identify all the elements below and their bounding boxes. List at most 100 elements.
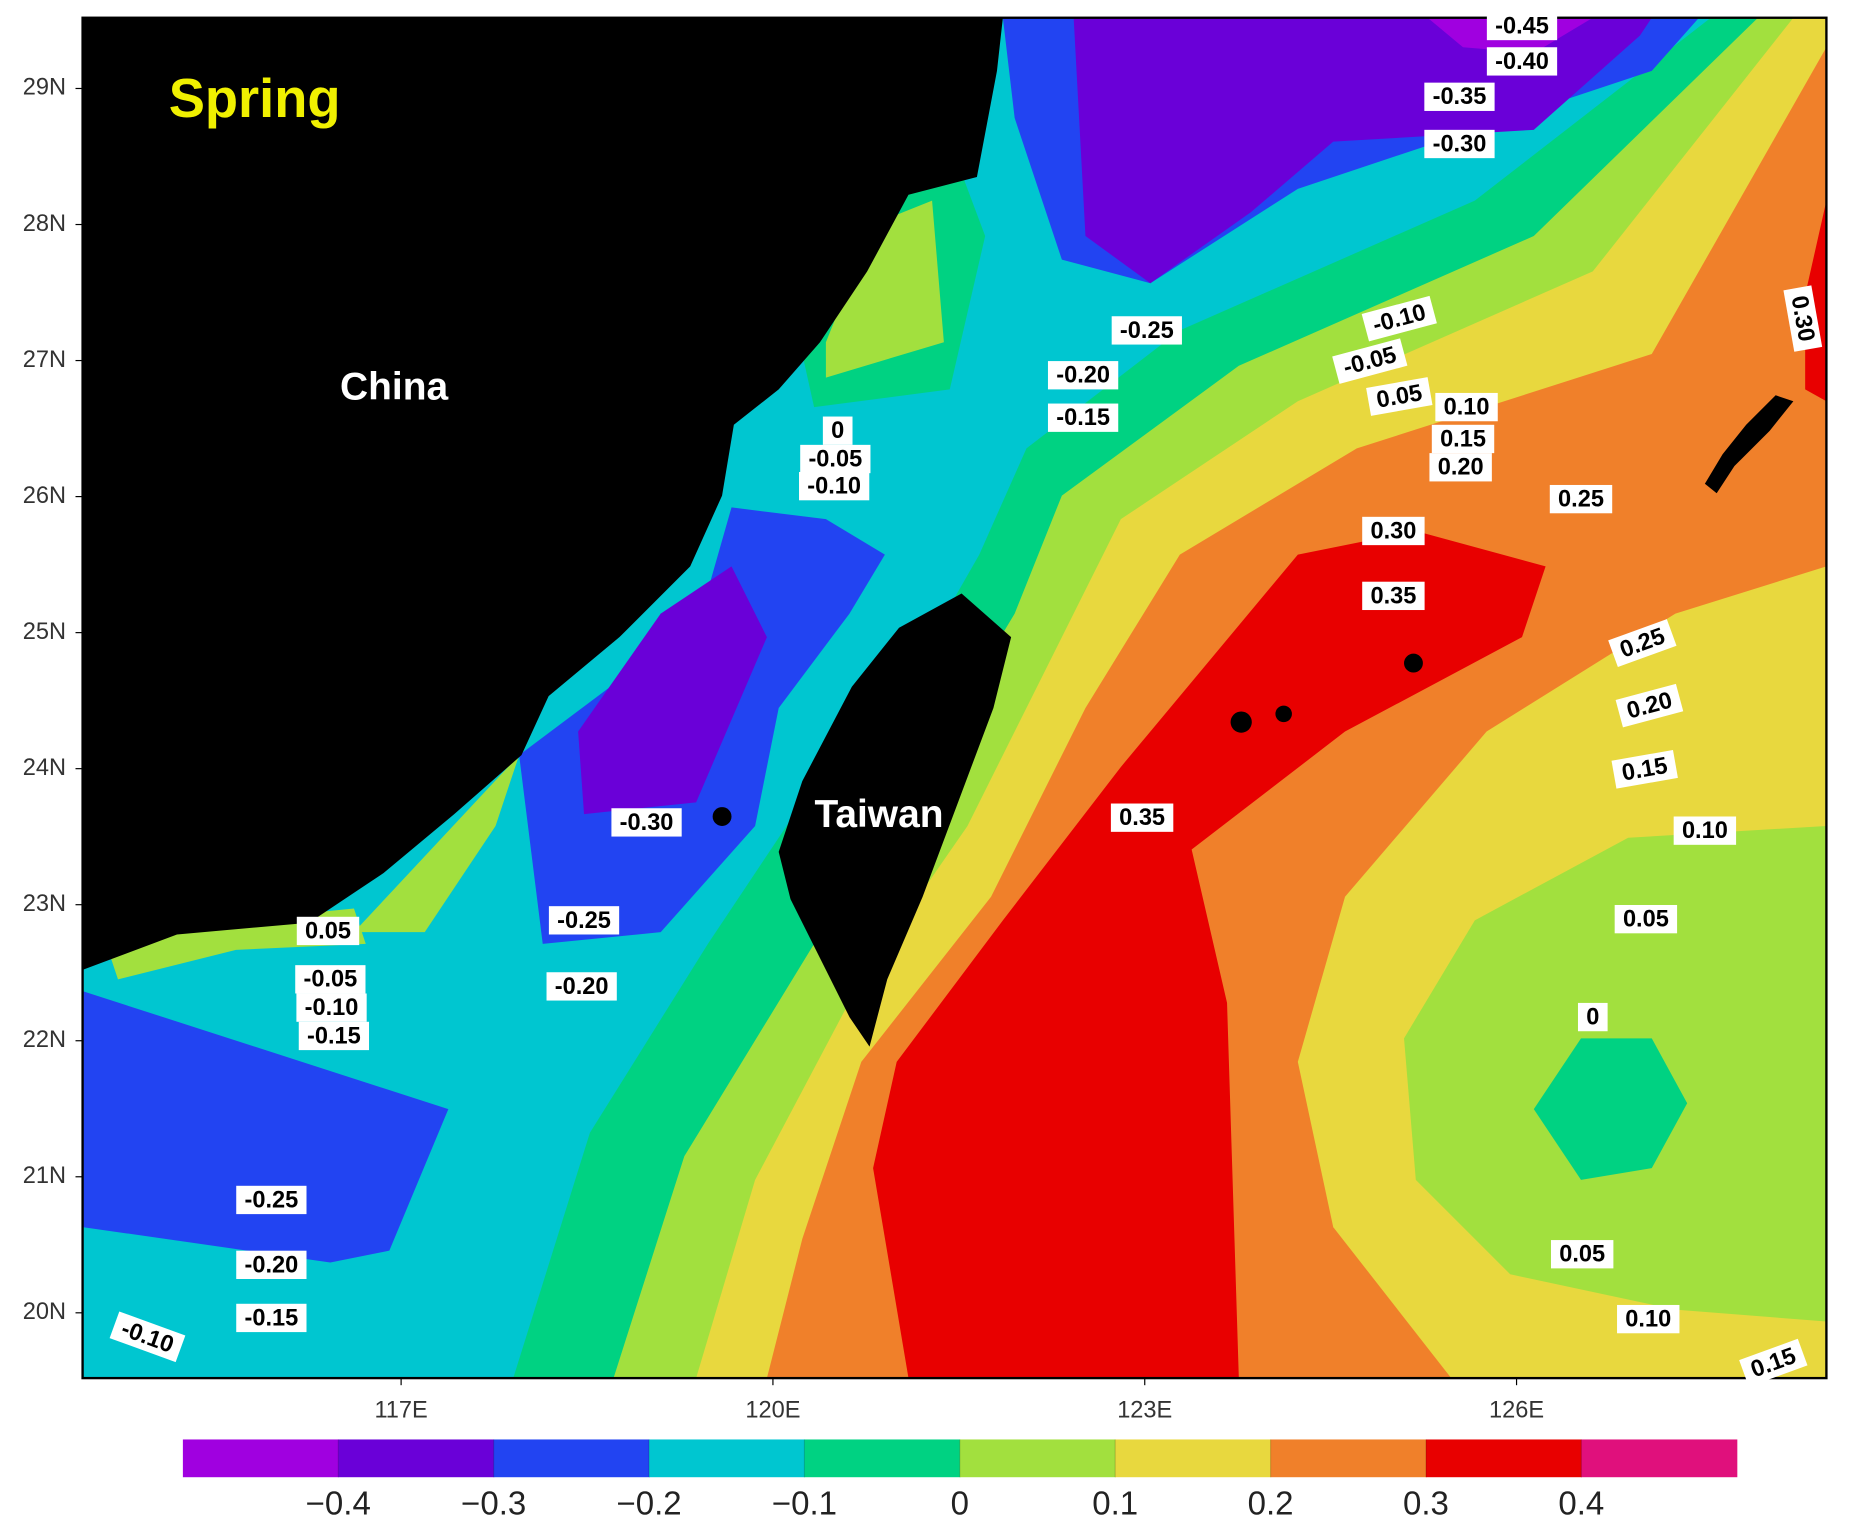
contour-label: 0.35 bbox=[1362, 581, 1425, 611]
contour-label-box bbox=[296, 916, 360, 946]
x-tick-label: 117E bbox=[374, 1396, 427, 1422]
contour-label-box bbox=[1577, 1002, 1608, 1032]
colorbar-tick-label: −0.3 bbox=[461, 1484, 526, 1521]
contour-label: -0.15 bbox=[236, 1303, 307, 1333]
map-frame bbox=[81, 16, 1828, 1380]
ryukyu-islands bbox=[1704, 395, 1794, 494]
contour-label-box bbox=[1615, 683, 1684, 728]
contour-label-text: -0.10 bbox=[305, 994, 359, 1020]
contour-label-box bbox=[1047, 403, 1119, 432]
contour-label-text: 0.10 bbox=[1625, 1306, 1671, 1332]
contour-label-box bbox=[1486, 11, 1558, 41]
contour-label-text: 0.10 bbox=[1444, 394, 1490, 420]
x-tick-label: 120E bbox=[745, 1396, 800, 1422]
contour-label-box bbox=[548, 906, 620, 935]
contour-label-box bbox=[295, 965, 366, 994]
contour-label: -0.25 bbox=[236, 1185, 307, 1215]
contour-band bbox=[82, 991, 449, 1263]
contour-label-text: 0.05 bbox=[305, 917, 351, 943]
contour-band bbox=[1073, 17, 1652, 284]
contour-label-box bbox=[296, 993, 367, 1022]
contour-label-text: -0.30 bbox=[620, 809, 674, 835]
y-tick-label: 23N bbox=[23, 890, 66, 916]
contour-label: -0.10 bbox=[296, 993, 367, 1022]
colorbar-segment bbox=[1581, 1439, 1738, 1478]
contour-label: 0.15 bbox=[1431, 424, 1495, 454]
x-tick-label: 123E bbox=[1117, 1396, 1172, 1422]
contour-label-text: -0.15 bbox=[307, 1022, 361, 1048]
contour-label-text: 0.10 bbox=[1682, 817, 1728, 843]
contour-label: 0.10 bbox=[1435, 392, 1498, 422]
contour-label-box bbox=[1435, 392, 1498, 422]
contour-label: -0.30 bbox=[611, 808, 682, 837]
contour-label: -0.20 bbox=[546, 972, 617, 1001]
contour-fills bbox=[82, 17, 1827, 1379]
colorbar-segment bbox=[1425, 1439, 1582, 1478]
contour-label-box bbox=[1111, 316, 1182, 345]
contour-label: 0.25 bbox=[1549, 484, 1613, 514]
contour-label-box bbox=[236, 1303, 307, 1333]
colorbar-tick-label: −0.1 bbox=[772, 1484, 837, 1521]
contour-label: 0.15 bbox=[1611, 749, 1678, 789]
contour-label-box bbox=[1611, 749, 1678, 789]
contour-label-box bbox=[1614, 904, 1678, 934]
contour-label-box bbox=[1617, 1304, 1680, 1334]
season-title: Spring bbox=[169, 68, 341, 129]
contour-label-text: 0.35 bbox=[1119, 804, 1165, 830]
contour-label: 0.35 bbox=[1110, 803, 1174, 832]
contour-label: -0.35 bbox=[1424, 82, 1495, 111]
y-tick-label: 28N bbox=[23, 210, 66, 236]
contour-label: -0.30 bbox=[1424, 129, 1495, 159]
colorbar-segment bbox=[1115, 1439, 1272, 1478]
contour-label: -0.45 bbox=[1486, 11, 1558, 41]
place-label: China bbox=[340, 366, 448, 409]
contour-label-text: 0.30 bbox=[1370, 517, 1416, 543]
contour-label-box bbox=[109, 1311, 186, 1363]
place-label: Taiwan bbox=[814, 793, 943, 836]
island bbox=[1230, 711, 1252, 733]
contour-band bbox=[1533, 1038, 1688, 1180]
y-tick-label: 25N bbox=[23, 618, 66, 644]
x-tick-label: 126E bbox=[1489, 1396, 1544, 1422]
contour-label: 0.05 bbox=[296, 916, 360, 946]
contour-label-box bbox=[1739, 1338, 1808, 1387]
colorbar-segment bbox=[649, 1439, 806, 1478]
contour-label: -0.40 bbox=[1486, 47, 1558, 76]
contour-label-box bbox=[1429, 453, 1492, 482]
colorbar-segment bbox=[1270, 1439, 1427, 1478]
contour-label-box bbox=[1366, 377, 1433, 416]
y-tick-label: 29N bbox=[23, 74, 66, 100]
contour-label-box bbox=[1783, 285, 1823, 352]
island bbox=[712, 807, 732, 826]
taiwan-land bbox=[778, 593, 1012, 1047]
contour-label-box bbox=[1673, 816, 1737, 845]
contour-label: -0.05 bbox=[295, 965, 366, 994]
contour-label-box bbox=[298, 1021, 370, 1051]
contour-label-box bbox=[1110, 803, 1174, 832]
contour-label-text: -0.25 bbox=[557, 907, 611, 933]
colorbar-tick-label: −0.2 bbox=[616, 1484, 681, 1521]
contour-label: -0.20 bbox=[236, 1250, 307, 1280]
contour-label-text: 0.05 bbox=[1559, 1241, 1605, 1267]
contour-label-text: -0.20 bbox=[244, 1251, 298, 1277]
contour-label: 0.30 bbox=[1362, 516, 1425, 546]
colorbar-segment bbox=[804, 1439, 961, 1478]
island bbox=[1275, 705, 1292, 723]
contour-label: 0.10 bbox=[1673, 816, 1737, 845]
y-tick-label: 24N bbox=[23, 754, 66, 780]
contour-label-box bbox=[1362, 516, 1425, 546]
contour-label-box bbox=[1608, 619, 1677, 668]
contour-label-text: -0.40 bbox=[1495, 48, 1549, 74]
contour-label-box bbox=[1486, 47, 1558, 76]
colorbar-segment bbox=[338, 1439, 495, 1478]
contour-label-text: -0.05 bbox=[808, 445, 862, 471]
contour-band bbox=[578, 566, 767, 815]
colorbar-segment bbox=[959, 1439, 1116, 1478]
contour-label: 0 bbox=[822, 416, 853, 445]
contour-label: 0 bbox=[1577, 1002, 1608, 1032]
contour-label-text: -0.35 bbox=[1433, 83, 1487, 109]
contour-label-box bbox=[1362, 581, 1425, 611]
colorbar-tick-label: 0.1 bbox=[1092, 1484, 1138, 1521]
land bbox=[82, 17, 1794, 1047]
